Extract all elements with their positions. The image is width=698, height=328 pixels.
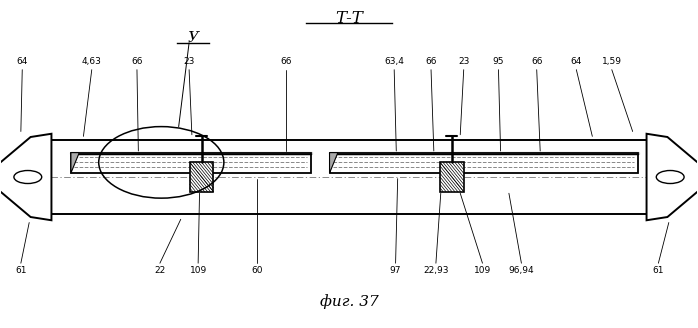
Bar — [329, 153, 637, 173]
Bar — [440, 162, 463, 192]
Text: 60: 60 — [251, 266, 263, 276]
Text: 1,59: 1,59 — [602, 57, 622, 67]
Text: 64: 64 — [571, 57, 582, 67]
Polygon shape — [329, 153, 338, 173]
Polygon shape — [71, 153, 80, 173]
Text: У: У — [187, 31, 198, 45]
Bar — [190, 162, 214, 192]
Text: 66: 66 — [425, 57, 437, 67]
Polygon shape — [0, 134, 52, 220]
Text: 96,94: 96,94 — [509, 266, 534, 276]
Text: 23: 23 — [184, 57, 195, 67]
Text: 23: 23 — [458, 57, 469, 67]
Bar — [52, 140, 646, 215]
Bar — [329, 153, 637, 173]
Bar — [71, 153, 311, 173]
Text: 95: 95 — [493, 57, 504, 67]
Text: Т-Т: Т-Т — [335, 10, 363, 27]
Text: 64: 64 — [17, 57, 28, 67]
Bar — [71, 153, 311, 173]
Text: 61: 61 — [15, 266, 27, 276]
Text: фиг. 37: фиг. 37 — [320, 294, 378, 309]
Text: 109: 109 — [474, 266, 491, 276]
Polygon shape — [646, 134, 698, 220]
Text: 66: 66 — [281, 57, 292, 67]
Text: 22: 22 — [154, 266, 165, 276]
Text: 22,93: 22,93 — [423, 266, 449, 276]
Bar — [190, 162, 214, 192]
Text: 61: 61 — [653, 266, 664, 276]
Text: 66: 66 — [131, 57, 142, 67]
Text: 109: 109 — [190, 266, 207, 276]
Text: 66: 66 — [531, 57, 542, 67]
Text: 97: 97 — [389, 266, 401, 276]
Bar — [440, 162, 463, 192]
Text: 63,4: 63,4 — [385, 57, 404, 67]
Text: 4,63: 4,63 — [82, 57, 102, 67]
